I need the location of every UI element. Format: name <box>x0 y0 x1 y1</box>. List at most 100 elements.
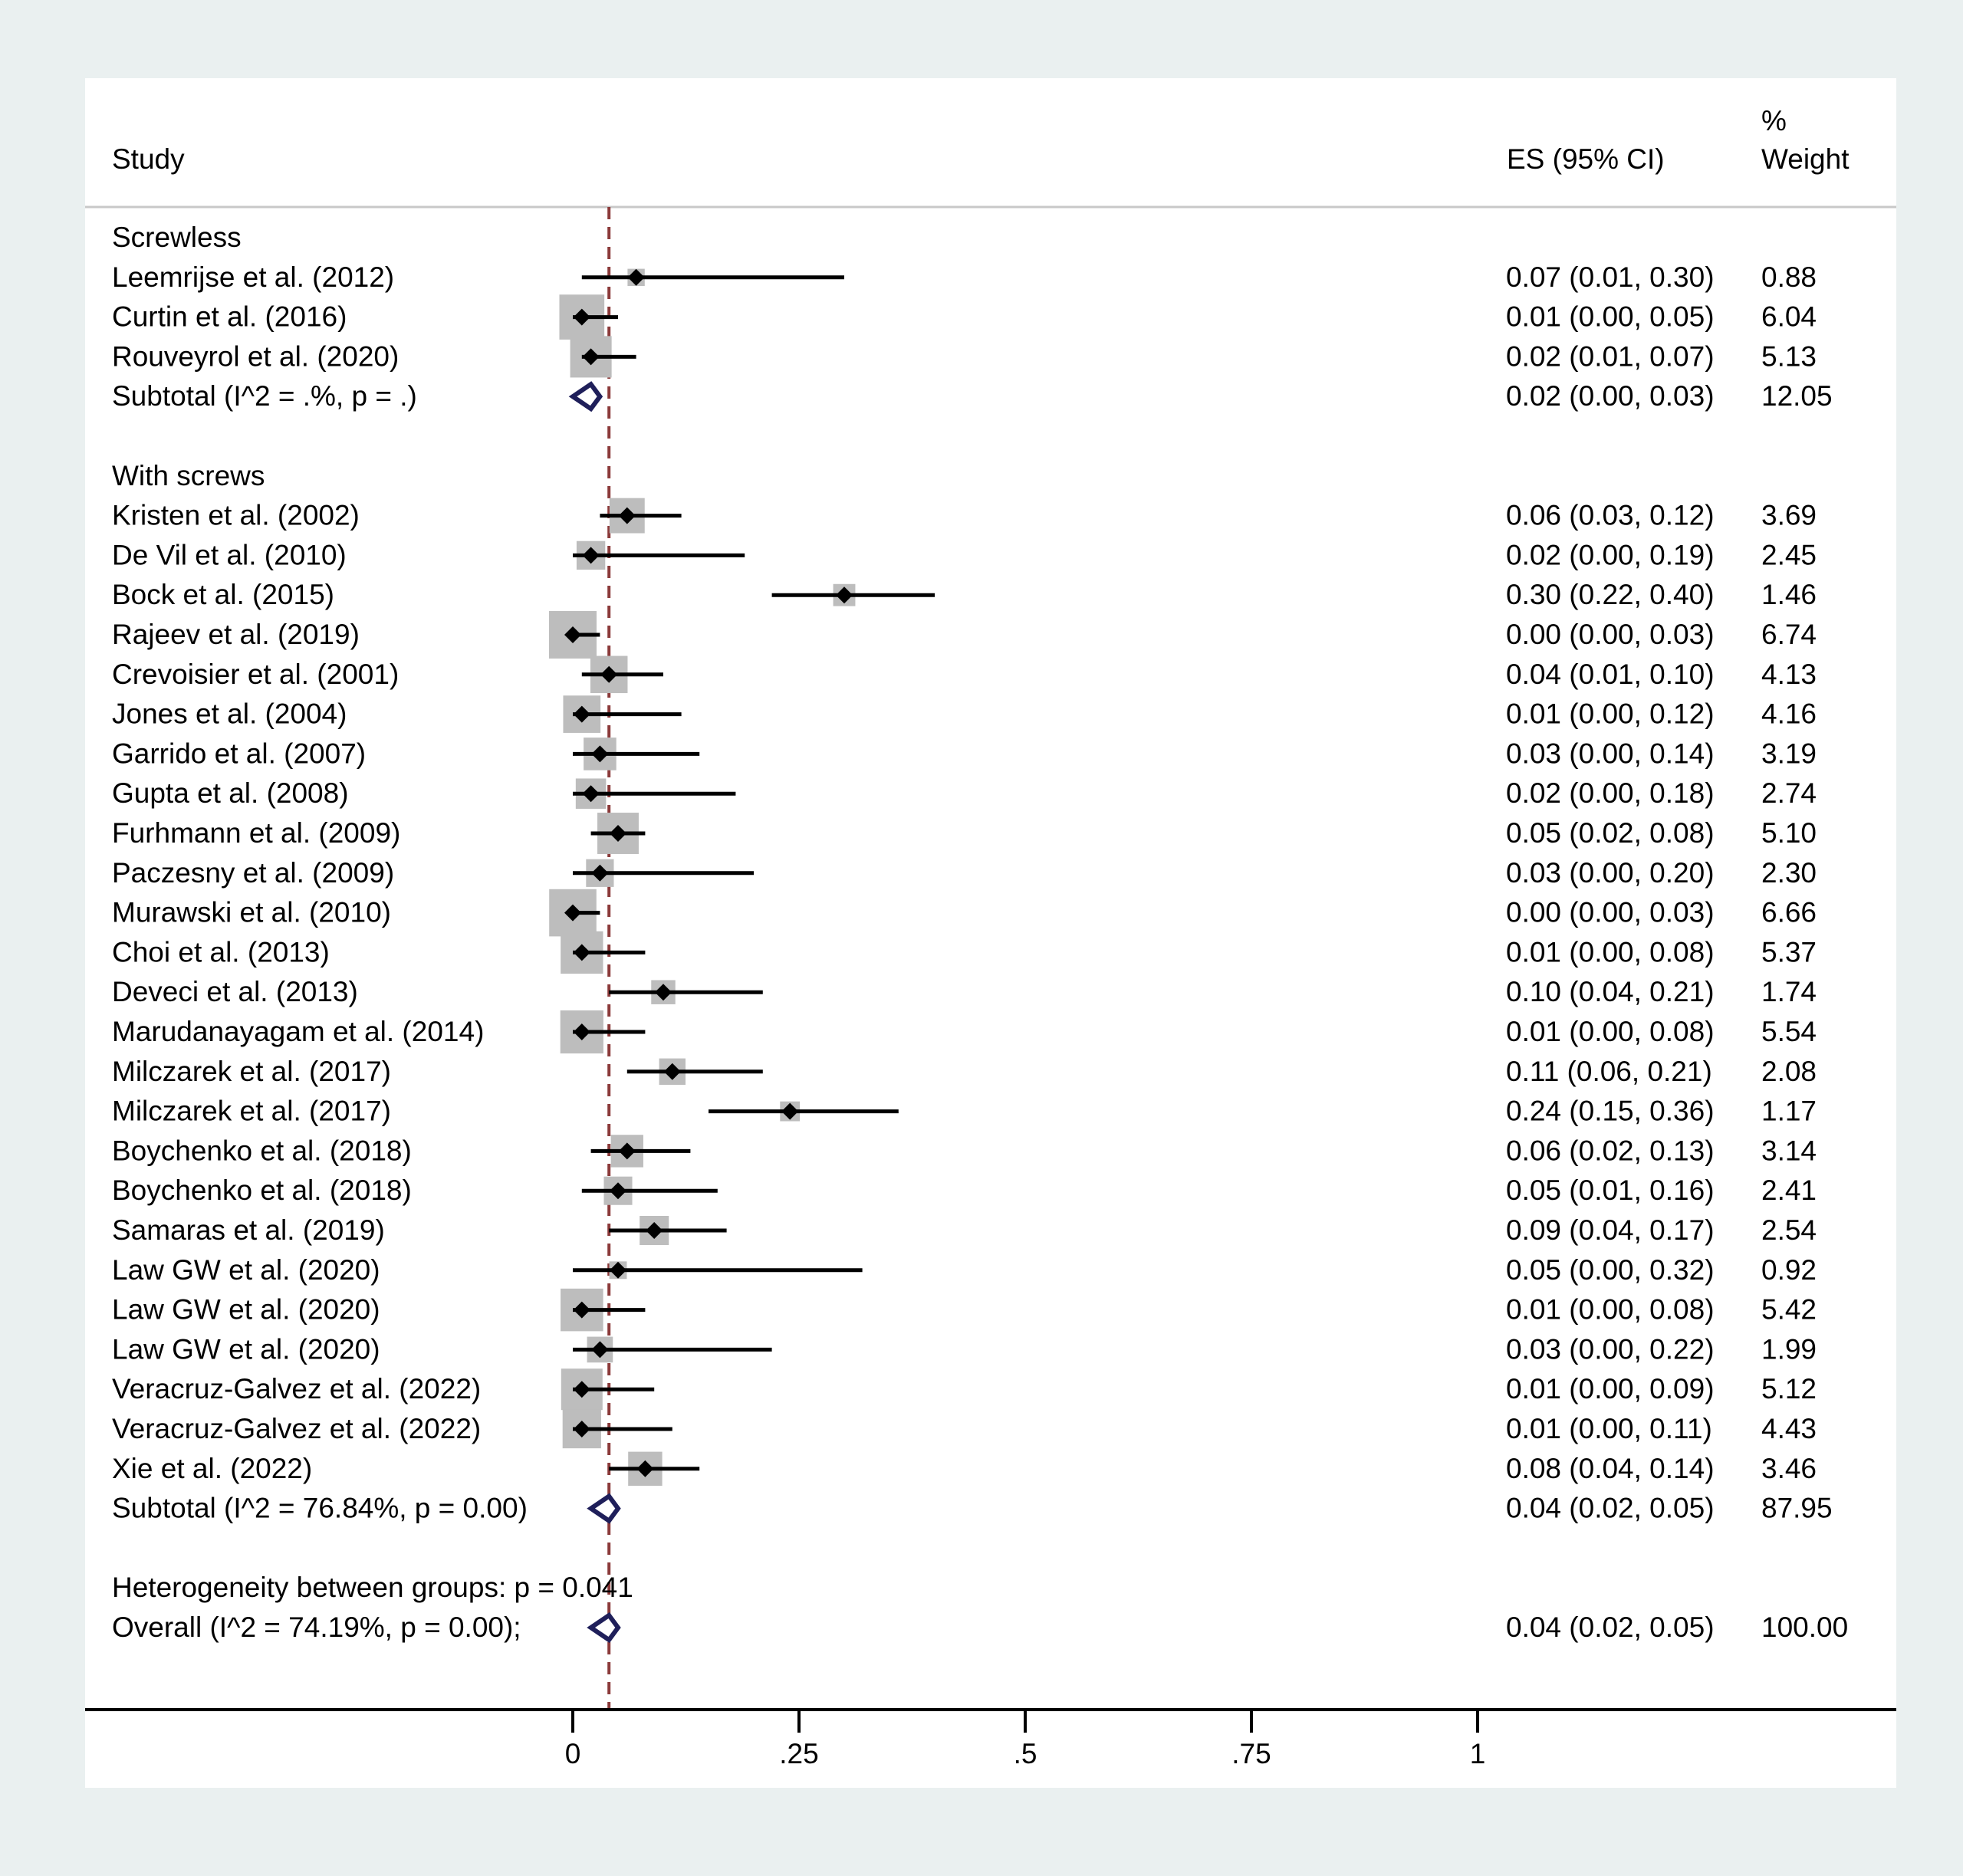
es-value: 0.02 (0.01, 0.07) <box>1506 340 1715 372</box>
point-estimate <box>636 1460 654 1477</box>
forest-plot: Study ES (95% CI) % Weight Screwless Leem… <box>85 105 1896 1769</box>
study-label: Rouveyrol et al. (2020) <box>112 340 399 372</box>
study-label: Rajeev et al. (2019) <box>112 619 360 650</box>
point-estimate <box>582 547 600 564</box>
weight-value: 5.42 <box>1761 1294 1817 1326</box>
weight-value: 2.41 <box>1761 1175 1817 1206</box>
overall-es-value: 0.04 (0.02, 0.05) <box>1506 1612 1715 1643</box>
point-estimate <box>573 944 590 961</box>
header-weight: Weight <box>1761 143 1850 175</box>
study-label: De Vil et al. (2010) <box>112 539 347 570</box>
es-value: 0.08 (0.04, 0.14) <box>1506 1453 1715 1484</box>
point-estimate <box>573 1301 590 1319</box>
weight-value: 6.66 <box>1761 897 1817 928</box>
weight-value: 1.17 <box>1761 1096 1817 1127</box>
subtotal-diamond <box>568 381 603 412</box>
subtotal-weight-value: 12.05 <box>1761 380 1833 412</box>
study-label: Gupta et al. (2008) <box>112 777 349 809</box>
study-label: Marudanayagam et al. (2014) <box>112 1016 484 1047</box>
es-value: 0.03 (0.00, 0.20) <box>1506 857 1715 889</box>
point-estimate <box>663 1063 681 1080</box>
study-label: Law GW et al. (2020) <box>112 1333 380 1365</box>
weight-value: 4.16 <box>1761 698 1817 730</box>
weight-value: 0.92 <box>1761 1254 1817 1286</box>
weight-value: 1.46 <box>1761 579 1817 610</box>
point-estimate <box>610 1261 626 1279</box>
es-value: 0.06 (0.02, 0.13) <box>1506 1135 1715 1166</box>
es-value: 0.05 (0.02, 0.08) <box>1506 817 1715 849</box>
study-label: Boychenko et al. (2018) <box>112 1135 412 1166</box>
point-estimate <box>573 705 590 723</box>
weight-value: 5.54 <box>1761 1016 1817 1047</box>
forest-plot-panel: Study ES (95% CI) % Weight Screwless Leem… <box>85 78 1896 1788</box>
point-estimate <box>646 1222 663 1239</box>
es-value: 0.07 (0.01, 0.30) <box>1506 261 1715 293</box>
group-label: Screwless <box>112 222 242 253</box>
study-label: Leemrijse et al. (2012) <box>112 261 394 293</box>
es-value: 0.03 (0.00, 0.22) <box>1506 1333 1715 1365</box>
es-value: 0.05 (0.00, 0.32) <box>1506 1254 1715 1286</box>
subtotal-label: Subtotal (I^2 = 76.84%, p = 0.00) <box>112 1493 528 1524</box>
weight-value: 3.14 <box>1761 1135 1817 1166</box>
point-estimate <box>836 586 853 604</box>
subtotal-weight-value: 87.95 <box>1761 1493 1833 1524</box>
heterogeneity-label: Heterogeneity between groups: p = 0.041 <box>112 1572 633 1603</box>
study-label: Furhmann et al. (2009) <box>112 817 400 849</box>
group-label: With screws <box>112 460 265 491</box>
study-label: Paczesny et al. (2009) <box>112 857 394 889</box>
overall-diamond <box>587 1612 621 1644</box>
es-value: 0.06 (0.03, 0.12) <box>1506 500 1715 531</box>
study-label: Milczarek et al. (2017) <box>112 1056 391 1087</box>
es-value: 0.03 (0.00, 0.14) <box>1506 738 1715 769</box>
point-estimate <box>610 1182 626 1200</box>
weight-value: 4.43 <box>1761 1413 1817 1444</box>
es-value: 0.00 (0.00, 0.03) <box>1506 897 1715 928</box>
weight-value: 5.12 <box>1761 1373 1817 1405</box>
study-label: Murawski et al. (2010) <box>112 897 391 928</box>
point-estimate <box>582 785 600 803</box>
es-value: 0.02 (0.00, 0.19) <box>1506 539 1715 570</box>
es-value: 0.02 (0.00, 0.18) <box>1506 777 1715 809</box>
weight-value: 3.19 <box>1761 738 1817 769</box>
weight-value: 2.74 <box>1761 777 1817 809</box>
weight-value: 6.74 <box>1761 619 1817 650</box>
point-estimate <box>591 745 609 763</box>
study-label: Boychenko et al. (2018) <box>112 1175 412 1206</box>
weight-value: 3.46 <box>1761 1453 1817 1484</box>
point-estimate <box>573 1023 590 1040</box>
point-estimate <box>564 904 581 922</box>
point-estimate <box>573 1381 590 1398</box>
study-label: Deveci et al. (2013) <box>112 976 358 1007</box>
subtotal-label: Subtotal (I^2 = .%, p = .) <box>112 380 417 412</box>
es-value: 0.30 (0.22, 0.40) <box>1506 579 1715 610</box>
es-value: 0.01 (0.00, 0.12) <box>1506 698 1715 730</box>
study-label: Veracruz-Galvez et al. (2022) <box>112 1413 481 1444</box>
study-label: Law GW et al. (2020) <box>112 1254 380 1286</box>
weight-value: 6.04 <box>1761 301 1817 333</box>
study-label: Jones et al. (2004) <box>112 698 347 730</box>
overall-label: Overall (I^2 = 74.19%, p = 0.00); <box>112 1612 521 1643</box>
study-label: Law GW et al. (2020) <box>112 1294 380 1326</box>
point-estimate <box>600 665 618 683</box>
x-tick-label: .5 <box>1014 1738 1037 1769</box>
es-value: 0.10 (0.04, 0.21) <box>1506 976 1715 1007</box>
weight-value: 1.74 <box>1761 976 1817 1007</box>
overall-weight-value: 100.00 <box>1761 1612 1848 1643</box>
es-value: 0.00 (0.00, 0.03) <box>1506 619 1715 650</box>
study-label: Choi et al. (2013) <box>112 936 330 968</box>
header-study: Study <box>112 143 185 175</box>
point-estimate <box>655 984 672 1001</box>
es-value: 0.01 (0.00, 0.09) <box>1506 1373 1715 1405</box>
es-value: 0.01 (0.00, 0.08) <box>1506 936 1715 968</box>
subtotal-diamond <box>587 1493 621 1524</box>
point-estimate <box>618 507 636 524</box>
es-value: 0.01 (0.00, 0.05) <box>1506 301 1715 333</box>
es-value: 0.05 (0.01, 0.16) <box>1506 1175 1715 1206</box>
study-label: Curtin et al. (2016) <box>112 301 347 333</box>
point-estimate <box>618 1142 636 1160</box>
subtotal-es-value: 0.02 (0.00, 0.03) <box>1506 380 1715 412</box>
study-label: Veracruz-Galvez et al. (2022) <box>112 1373 481 1405</box>
weight-value: 1.99 <box>1761 1333 1817 1365</box>
es-value: 0.04 (0.01, 0.10) <box>1506 659 1715 690</box>
x-tick-label: .75 <box>1231 1738 1271 1769</box>
